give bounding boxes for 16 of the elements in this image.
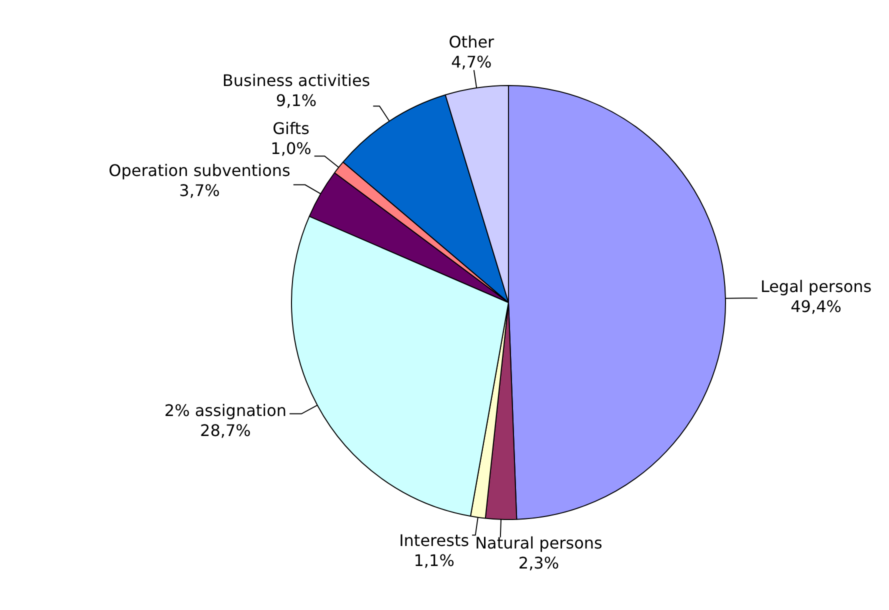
data-label: 9,1% — [276, 91, 317, 110]
slice-label: Legal persons — [760, 276, 872, 296]
slice-label: Natural persons — [475, 534, 602, 553]
slice-label: 2% assignation — [164, 400, 287, 420]
slice-label: Gifts — [272, 119, 310, 138]
data-label: 1,1% — [414, 551, 454, 570]
data-label: 49,4% — [790, 296, 842, 316]
slice-label: Other — [448, 32, 495, 52]
slice-label: Business activities — [222, 71, 370, 90]
slice-label: Interests — [399, 531, 470, 550]
data-label: 1,0% — [270, 139, 312, 158]
data-label: 4,7% — [451, 52, 492, 72]
data-label: 28,7% — [200, 420, 251, 440]
data-label: 2,3% — [518, 554, 560, 573]
data-label: 3,7% — [179, 181, 220, 200]
slice-label: Operation subventions — [108, 161, 290, 180]
